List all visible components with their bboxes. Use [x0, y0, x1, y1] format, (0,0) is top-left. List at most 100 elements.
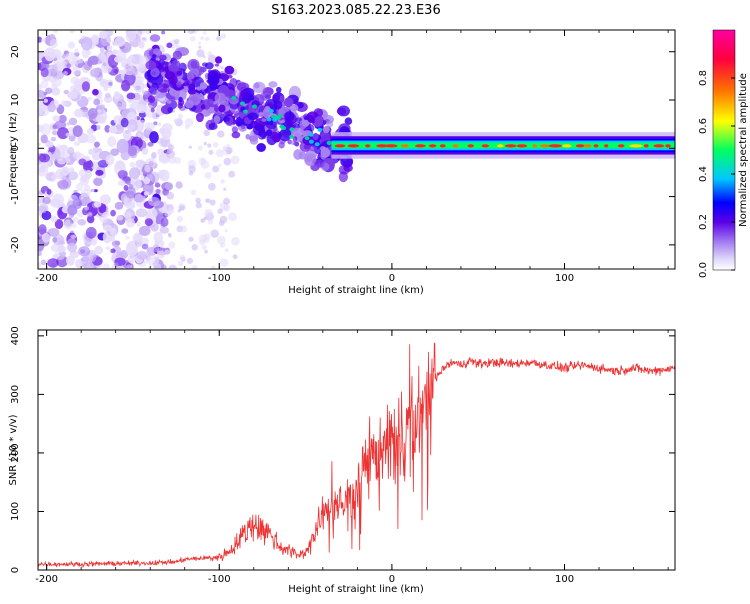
- heatmap-cell: [38, 224, 47, 235]
- heatmap-cell: [151, 71, 156, 76]
- heatmap-cell: [40, 38, 47, 43]
- heatmap-cell: [102, 224, 113, 232]
- heatmap-cell: [102, 263, 111, 269]
- heatmap-cell: [224, 65, 235, 75]
- heatmap-cell: [147, 255, 160, 267]
- heatmap-cell: [84, 160, 94, 169]
- heatmap-cell: [317, 127, 323, 132]
- heatmap-cell: [259, 112, 264, 118]
- heatmap-cell: [168, 233, 172, 238]
- heatmap-cell: [153, 231, 164, 244]
- heatmap-cell: [253, 82, 260, 89]
- heatmap-cell: [92, 146, 99, 153]
- heatmap-cell: [214, 92, 227, 104]
- heatmap-cell: [218, 104, 226, 113]
- heatmap-cell: [167, 144, 175, 151]
- heatmap-cell: [277, 113, 283, 118]
- x-tick-label: -200: [35, 273, 58, 284]
- heatmap-cell: [81, 81, 91, 92]
- heatmap-cell: [173, 118, 178, 124]
- heatmap-cell: [252, 124, 266, 136]
- heatmap-cell: [268, 108, 274, 113]
- heatmap-cell: [166, 42, 173, 49]
- heatmap-cell: [247, 112, 259, 121]
- heatmap-cell: [207, 143, 212, 148]
- heatmap-cell: [129, 103, 134, 109]
- heatmap-cell: [279, 124, 285, 129]
- heatmap-cell: [203, 31, 207, 35]
- heatmap-cell: [38, 153, 50, 163]
- heatmap-band-peak: [414, 144, 426, 148]
- heatmap-band-peak: [334, 144, 346, 148]
- heatmap-cell: [93, 98, 101, 106]
- y-tick-label: 0: [10, 567, 21, 573]
- heatmap-cell: [57, 127, 69, 140]
- heatmap-cell: [190, 60, 198, 69]
- heatmap-cell: [201, 62, 208, 67]
- heatmap-band-peak: [593, 144, 599, 148]
- heatmap-cell: [120, 117, 129, 128]
- heatmap-cell: [105, 246, 111, 250]
- heatmap-cell: [241, 124, 246, 130]
- heatmap-cell: [155, 219, 162, 225]
- heatmap-cell: [153, 48, 161, 55]
- heatmap-cell: [96, 125, 101, 131]
- heatmap-cell: [144, 218, 154, 227]
- heatmap-cell: [87, 211, 93, 217]
- heatmap-cell: [215, 56, 223, 64]
- heatmap-cell: [134, 193, 144, 203]
- heatmap-cell: [83, 184, 91, 192]
- x-tick-label: 100: [555, 273, 574, 284]
- heatmap-cell: [67, 204, 78, 216]
- heatmap-cell: [199, 66, 207, 73]
- heatmap-cell: [108, 125, 118, 134]
- heatmap-cell: [125, 218, 136, 228]
- snr-frame: [37, 329, 676, 571]
- heatmap-cell: [177, 260, 184, 267]
- heatmap-cell: [344, 117, 353, 126]
- heatmap-cell: [150, 56, 156, 61]
- heatmap-cell: [141, 90, 149, 95]
- spectrogram-ylabel: Frequency (Hz): [8, 112, 19, 188]
- heatmap-cell: [273, 100, 283, 110]
- heatmap-cell: [106, 45, 113, 51]
- heatmap-cell: [104, 124, 111, 133]
- heatmap-cell: [135, 233, 143, 243]
- heatmap-cell: [68, 117, 78, 126]
- heatmap-cell: [228, 170, 236, 178]
- heatmap-cell: [99, 47, 105, 53]
- heatmap-cell: [38, 110, 42, 118]
- heatmap-cell: [232, 254, 238, 260]
- heatmap-cell: [113, 115, 123, 125]
- heatmap-cell: [168, 264, 178, 269]
- heatmap-cell: [240, 90, 246, 97]
- heatmap-cell: [204, 36, 210, 42]
- heatmap-cell: [114, 55, 124, 63]
- heatmap-band-peak: [439, 144, 446, 148]
- heatmap-cell: [38, 36, 43, 43]
- heatmap-cell: [114, 262, 119, 267]
- heatmap-cell: [40, 123, 51, 136]
- heatmap-cell: [214, 111, 219, 116]
- heatmap-cell: [293, 99, 298, 104]
- heatmap-cell: [83, 261, 95, 269]
- y-tick-label: 0: [10, 145, 21, 151]
- heatmap-cell: [47, 103, 56, 113]
- heatmap-cell: [43, 98, 49, 103]
- heatmap-cell: [291, 127, 305, 137]
- heatmap-cell: [218, 163, 222, 167]
- heatmap-cell: [38, 142, 41, 147]
- colorbar-tick-label: 0.4: [698, 166, 709, 182]
- heatmap-cell: [74, 48, 79, 54]
- heatmap-cell: [159, 54, 167, 61]
- heatmap-band-peak: [428, 144, 437, 148]
- heatmap-cell: [52, 124, 58, 130]
- heatmap-cell: [97, 52, 109, 63]
- heatmap-cell: [76, 182, 84, 192]
- heatmap-cell: [205, 198, 211, 204]
- heatmap-cell: [196, 49, 205, 58]
- heatmap-cell: [108, 81, 113, 86]
- heatmap-cell: [207, 98, 214, 106]
- heatmap-cell: [98, 104, 105, 111]
- heatmap-cell: [178, 96, 183, 103]
